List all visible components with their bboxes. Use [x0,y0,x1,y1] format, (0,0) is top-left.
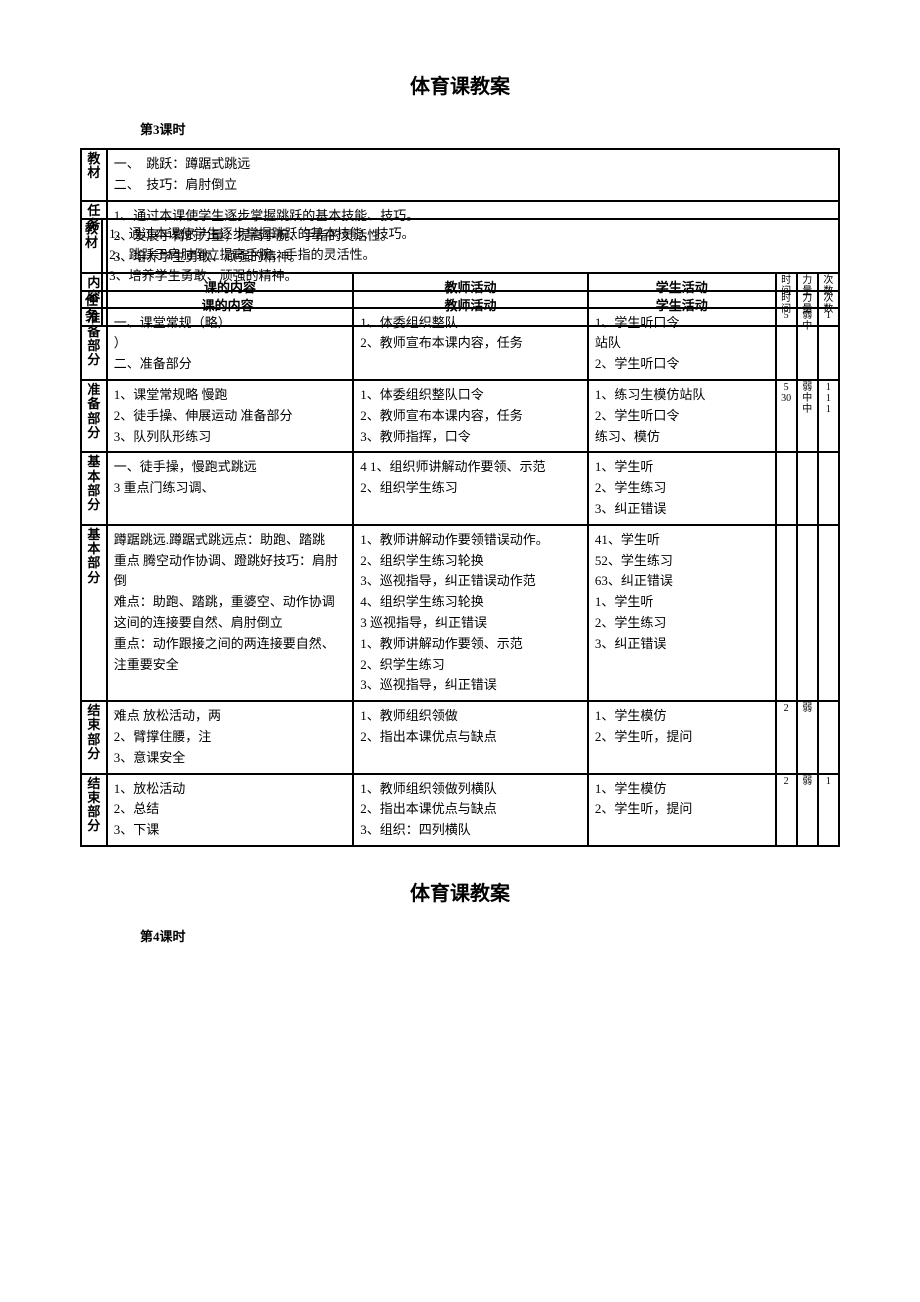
end1-int: 弱 [797,701,818,773]
basic1-int [797,452,818,524]
lesson-table-wrap: 教材 一、 跳跃：蹲踞式跳远 二、 技巧：肩肘倒立 任务 1、通过本课使学生逐步… [80,148,840,847]
end2-content: 1、放松活动 2、总结 3、下课 [107,774,353,846]
task-line-2: 2、发展手臂的力量，提高手腕、手指的灵活性。 [114,226,832,247]
basic2-content: 蹲踞跳远.蹲踞式跳远点：助跑、踏跳 重点 腾空动作协调、蹬跳好技巧：肩肘倒 难点… [107,525,353,701]
prep2-head: 准备部分 [81,380,107,452]
prep2-cnt: 1 1 1 [818,380,839,452]
end2-time: 2 [776,774,797,846]
prep-time: 5 [776,308,797,380]
lesson-number-1: 第3课时 [140,119,890,138]
basic1-student: 1、学生听 2、学生练习 3、纠正错误 [588,452,776,524]
basic2-student: 41、学生听 52、学生练习 63、纠正错误 1、学生听 2、学生练习 3、纠正… [588,525,776,701]
basic2-head: 基本部分 [81,525,107,701]
material-cell: 一、 跳跃：蹲踞式跳远 二、 技巧：肩肘倒立 [107,149,839,201]
row-task-head: 任务 [81,201,107,273]
material-line-1: 一、 跳跃：蹲踞式跳远 [114,154,832,175]
col-student-head: 学生活动 [588,273,776,308]
end1-teacher: 1、教师组织领做 2、指出本课优点与缺点 [353,701,588,773]
col-time-head: 时间 [776,273,797,308]
basic1-time [776,452,797,524]
prep-teacher: 1、体委组织整队 2、教师宣布本课内容，任务 [353,308,588,380]
row-material-head: 教材 [81,149,107,201]
page-title-1: 体育课教案 [30,70,890,99]
prep-head: 准备部分 [81,308,107,380]
prep2-student: 1、练习生模仿站队 2、学生听口令 练习、模仿 [588,380,776,452]
col-cnt-head: 次数 [818,273,839,308]
prep-content: 一、课堂常规（略） ） 二、准备部分 [107,308,353,380]
end2-int: 弱 [797,774,818,846]
task-line-1: 1、通过本课使学生逐步掌握跳跃的基本技能、技巧。 [114,206,832,227]
col-section-head: 内容 [81,273,107,308]
basic2-time [776,525,797,701]
lesson-table-base: 教材 一、 跳跃：蹲踞式跳远 二、 技巧：肩肘倒立 任务 1、通过本课使学生逐步… [80,148,840,847]
task-cell: 1、通过本课使学生逐步掌握跳跃的基本技能、技巧。 2、发展手臂的力量，提高手腕、… [107,201,839,273]
lesson-number-2: 第4课时 [140,926,890,945]
end1-content: 难点 放松活动，两 2、臂撑住腰，注 3、意课安全 [107,701,353,773]
prep-int: 弱中 [797,308,818,380]
end2-student: 1、学生模仿 2、学生听，提问 [588,774,776,846]
prep2-int: 弱中中 [797,380,818,452]
basic1-head: 基本部分 [81,452,107,524]
end2-teacher: 1、教师组织领做列横队 2、指出本课优点与缺点 3、组织：四列横队 [353,774,588,846]
col-teacher-head: 教师活动 [353,273,588,308]
basic1-content: 一、徒手操，慢跑式跳远 3 重点门练习调、 [107,452,353,524]
basic2-teacher: 1、教师讲解动作要领错误动作。 2、组织学生练习轮换 3、巡视指导，纠正错误动作… [353,525,588,701]
end2-cnt: 1 [818,774,839,846]
end1-head: 结束部分 [81,701,107,773]
prep-student: 1、学生听口令 站队 2、学生听口令 [588,308,776,380]
basic2-int [797,525,818,701]
basic2-cnt [818,525,839,701]
basic1-teacher: 4 1、组织师讲解动作要领、示范 2、组织学生练习 [353,452,588,524]
end1-time: 2 [776,701,797,773]
prep-cnt: 1 [818,308,839,380]
basic1-cnt [818,452,839,524]
prep2-teacher: 1、体委组织整队口令 2、教师宣布本课内容，任务 3、教师指挥，口令 [353,380,588,452]
end2-head: 结束部分 [81,774,107,846]
end1-student: 1、学生模仿 2、学生听，提问 [588,701,776,773]
end1-cnt [818,701,839,773]
prep2-content: 1、课堂常规略 慢跑 2、徒手操、伸展运动 准备部分 3、队列队形练习 [107,380,353,452]
material-line-2: 二、 技巧：肩肘倒立 [114,175,832,196]
col-int-head: 力量 [797,273,818,308]
page-title-2: 体育课教案 [30,877,890,906]
prep2-time: 5 30 [776,380,797,452]
col-content-head: 课的内容 [107,273,353,308]
task-line-3: 3、培养学生勇敢、顽强的精神。 [114,247,832,268]
